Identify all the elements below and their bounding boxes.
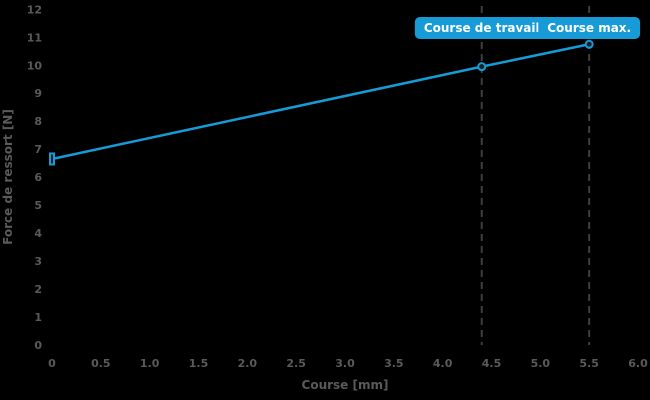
y-tick-label: 1 xyxy=(34,311,42,324)
x-tick-label: 0 xyxy=(48,357,56,370)
y-axis-title: Force de ressort [N] xyxy=(1,109,15,245)
x-tick-label: 2.0 xyxy=(238,357,258,370)
x-tick-label: 1.5 xyxy=(189,357,209,370)
x-axis-tick-labels: 0 0.5 1.0 1.5 2.0 2.5 3.0 3.5 4.0 4.5 5.0 5.5 6.0 xyxy=(48,357,648,370)
annotation-badge: Course max. xyxy=(538,17,641,39)
x-tick-label: 5.5 xyxy=(579,357,599,370)
x-tick-label: 3.0 xyxy=(335,357,355,370)
annotation-badge-label: Course max. xyxy=(547,21,631,35)
force-line-series xyxy=(49,39,594,166)
x-tick-label: 0.5 xyxy=(91,357,111,370)
y-tick-label: 3 xyxy=(34,255,42,268)
data-point-marker xyxy=(477,62,487,72)
start-tick-marker xyxy=(49,152,55,166)
y-tick-label: 4 xyxy=(34,227,42,240)
x-tick-label: 2.5 xyxy=(286,357,306,370)
data-point-marker xyxy=(584,39,594,49)
annotation-badge: Course de travail xyxy=(414,17,549,39)
x-axis-title: Course [mm] xyxy=(302,378,389,392)
annotation-badges: Course de travail Course max. xyxy=(414,17,641,39)
x-tick-label: 5.0 xyxy=(531,357,551,370)
y-tick-label: 2 xyxy=(34,283,42,296)
y-tick-label: 8 xyxy=(34,115,42,128)
annotation-badge-background xyxy=(414,17,549,39)
y-tick-label: 0 xyxy=(34,339,42,352)
y-tick-label: 11 xyxy=(27,31,42,44)
x-tick-label: 4.0 xyxy=(433,357,453,370)
y-tick-label: 6 xyxy=(34,171,42,184)
x-tick-label: 3.5 xyxy=(384,357,404,370)
x-tick-label: 4.5 xyxy=(482,357,502,370)
annotation-badge-label: Course de travail xyxy=(424,21,540,35)
force-line xyxy=(51,43,590,161)
y-tick-label: 7 xyxy=(34,143,42,156)
x-tick-label: 6.0 xyxy=(628,357,648,370)
annotation-dashed-lines xyxy=(480,6,591,345)
y-tick-label: 9 xyxy=(34,87,42,100)
y-tick-label: 10 xyxy=(27,59,43,72)
annotation-badge-background xyxy=(538,17,641,39)
y-tick-label: 5 xyxy=(34,199,42,212)
y-tick-label: 12 xyxy=(27,3,42,16)
x-tick-label: 1.0 xyxy=(140,357,160,370)
